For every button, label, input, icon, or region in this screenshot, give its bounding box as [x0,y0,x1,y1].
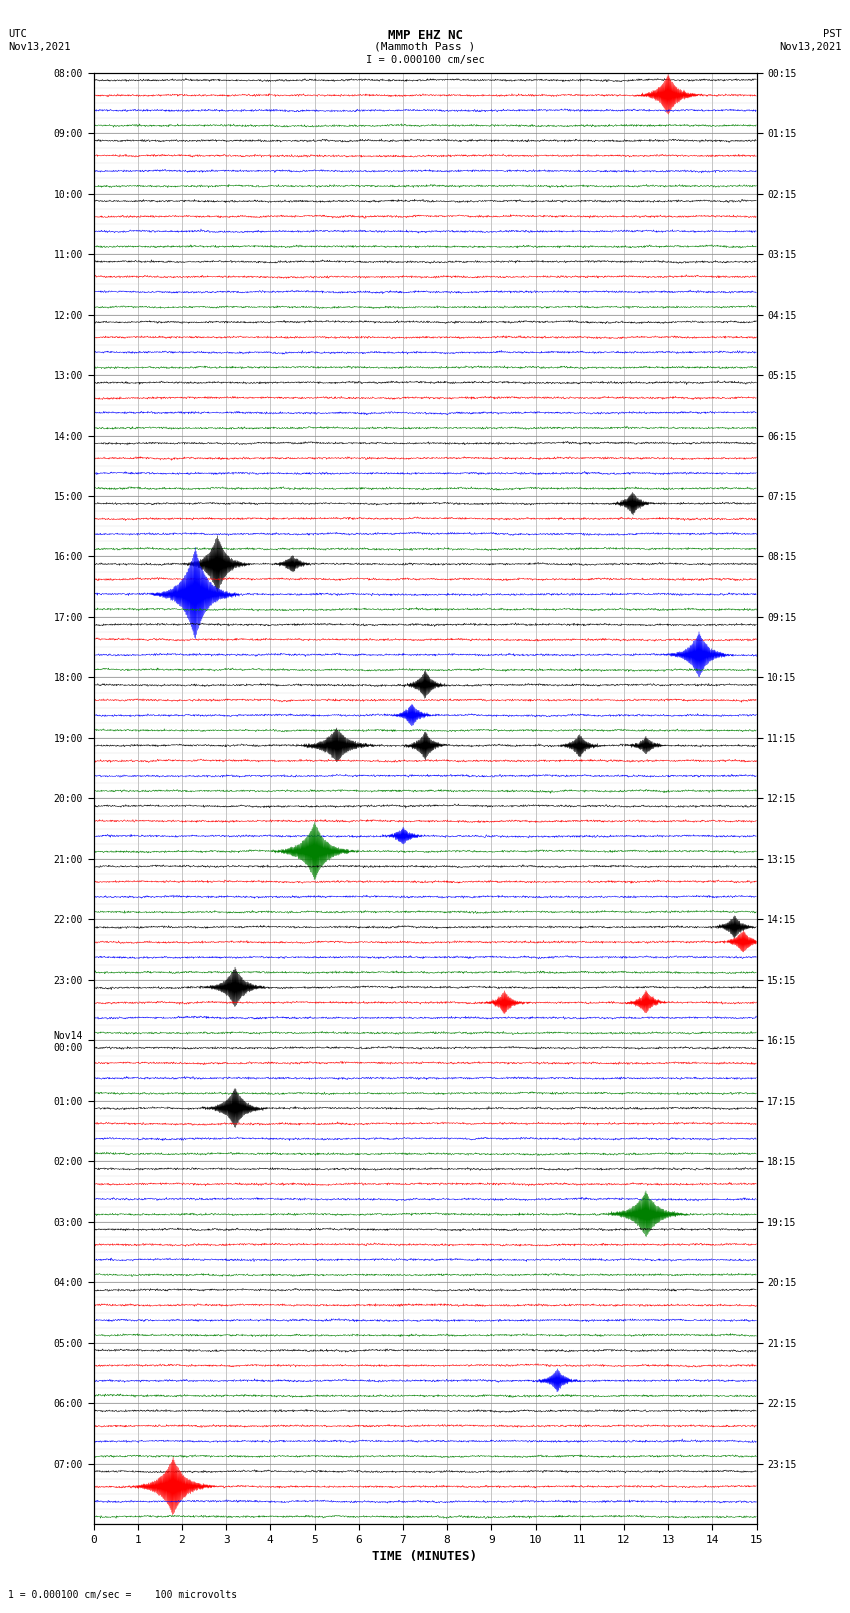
Text: PST: PST [823,29,842,39]
Text: I = 0.000100 cm/sec: I = 0.000100 cm/sec [366,55,484,65]
Text: Nov13,2021: Nov13,2021 [8,42,71,52]
X-axis label: TIME (MINUTES): TIME (MINUTES) [372,1550,478,1563]
Text: (Mammoth Pass ): (Mammoth Pass ) [374,42,476,52]
Text: MMP EHZ NC: MMP EHZ NC [388,29,462,42]
Text: UTC: UTC [8,29,27,39]
Text: Nov13,2021: Nov13,2021 [779,42,842,52]
Text: 1 = 0.000100 cm/sec =    100 microvolts: 1 = 0.000100 cm/sec = 100 microvolts [8,1590,238,1600]
